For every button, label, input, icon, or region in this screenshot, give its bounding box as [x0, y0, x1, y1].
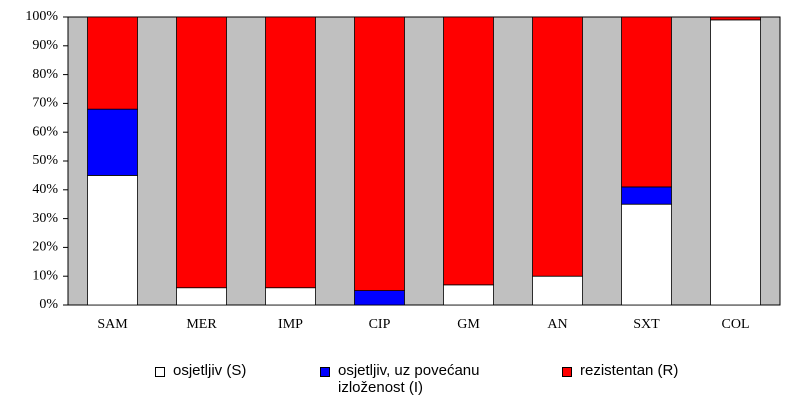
x-tick-label: SXT [633, 317, 660, 332]
y-tick-label: 80% [32, 67, 58, 82]
y-tick-label: 60% [32, 124, 58, 139]
x-tick-label: GM [457, 317, 480, 332]
chart: 0% 10% 20% 30% 40% 50% 60% 70% 80% 90% 100% SAM MER I… [25, 9, 781, 332]
x-tick-label: MER [186, 317, 217, 332]
plot-area [67, 16, 781, 306]
bar-segment [621, 203, 672, 306]
y-tick-label: 20% [32, 240, 58, 255]
legend-swatch [562, 367, 572, 377]
y-tick-label: 100% [25, 9, 58, 24]
legend-item: rezistentan (R) [562, 362, 678, 379]
y-tick-label: 70% [32, 96, 58, 111]
bar-segment [176, 16, 227, 289]
y-tick-label: 40% [32, 182, 58, 197]
bar-segment [710, 19, 761, 306]
bar-segment [354, 16, 405, 292]
bar-segment [265, 16, 316, 289]
x-tick-label: CIP [369, 317, 391, 332]
bar-segment [87, 108, 138, 176]
legend-item: osjetljiv (S) [155, 362, 246, 379]
x-tick-label: COL [722, 317, 750, 332]
bar-segment [265, 287, 316, 306]
bar-segment [443, 16, 494, 286]
legend-swatch [320, 367, 330, 377]
y-tick-label: 90% [32, 38, 58, 53]
bar-segment [87, 174, 138, 306]
legend-swatch [155, 367, 165, 377]
y-tick-label: 0% [39, 297, 58, 312]
x-tick-label: SAM [97, 317, 128, 332]
bar-segment [621, 16, 672, 188]
bar-segment [354, 290, 405, 306]
bar-segment [532, 16, 583, 277]
bar-segment [176, 287, 227, 306]
bar-segment [710, 16, 761, 21]
x-tick-label: IMP [278, 317, 303, 332]
y-tick-label: 10% [32, 268, 58, 283]
y-tick-label: 30% [32, 211, 58, 226]
bar-segment [532, 275, 583, 306]
y-tick-label: 50% [32, 153, 58, 168]
bar-segment [87, 16, 138, 110]
x-tick-label: AN [547, 317, 567, 332]
legend-label: osjetljiv (S) [173, 362, 247, 379]
legend-label: osjetljiv, uz povećanu izloženost (I) [338, 362, 480, 396]
legend-label: rezistentan (R) [580, 362, 679, 379]
legend-item: osjetljiv, uz povećanu izloženost (I) [320, 362, 520, 396]
bar-segment [443, 284, 494, 306]
bar-segment [621, 186, 672, 205]
